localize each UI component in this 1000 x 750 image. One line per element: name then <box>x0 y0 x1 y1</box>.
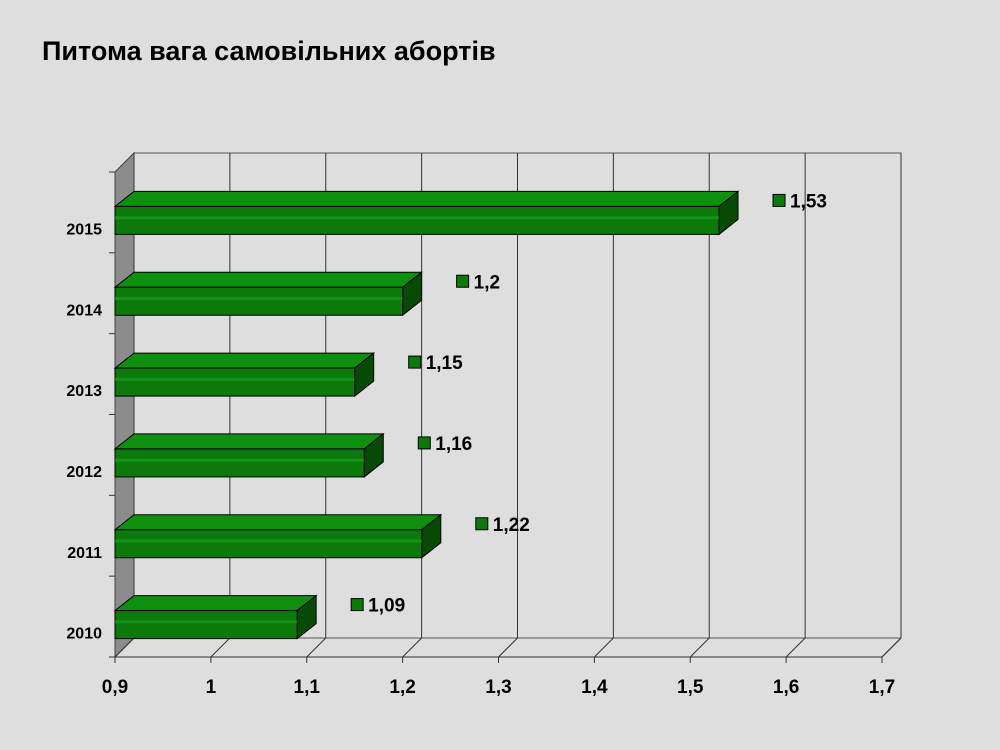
bar-highlight <box>115 377 355 381</box>
x-tick-label: 1 <box>206 677 217 698</box>
y-tick-label: 2011 <box>67 545 102 562</box>
floor-gridline <box>114 637 135 658</box>
data-label-key <box>475 517 489 531</box>
y-tick-label: 2013 <box>66 383 102 400</box>
bar-top-face <box>113 271 424 288</box>
data-label-key <box>772 193 786 207</box>
y-tick-label: 2014 <box>66 302 102 319</box>
data-label-key <box>456 274 470 288</box>
y-tick-label: 2012 <box>66 464 102 481</box>
x-tick-label: 1,4 <box>581 677 608 698</box>
bar-top-face <box>113 514 443 531</box>
x-tick-label: 0,9 <box>102 677 128 698</box>
bar <box>113 271 424 317</box>
y-tick-label: 2010 <box>66 626 102 643</box>
y-axis-labels: 2010 2011 2012 2013 2014 2015 <box>66 221 102 642</box>
bar-top-face <box>113 352 376 369</box>
bar <box>113 190 740 236</box>
bar-highlight <box>115 297 403 301</box>
data-label: 1,09 <box>368 596 405 617</box>
data-label-key <box>350 598 364 612</box>
bar-front-face <box>114 610 298 640</box>
bar-highlight <box>115 216 720 220</box>
bar-top-face <box>113 190 740 207</box>
chart-title: Питома вага самовільних абортів <box>42 36 496 66</box>
bar-highlight <box>115 620 298 624</box>
bar-highlight <box>115 458 365 462</box>
x-tick-label: 1,2 <box>389 677 415 698</box>
bars <box>113 190 740 640</box>
x-tick-label: 1,5 <box>677 677 704 698</box>
data-label: 1,16 <box>435 434 472 455</box>
floor-gridline <box>594 637 614 658</box>
bar-front-face <box>114 529 423 559</box>
bar <box>113 432 385 478</box>
x-tick-label: 1,7 <box>869 677 895 698</box>
floor-gridline <box>785 637 806 658</box>
data-label-key <box>408 355 422 369</box>
bar-highlight <box>115 539 422 543</box>
data-label: 1,15 <box>426 353 463 374</box>
floor-gridline <box>689 637 710 658</box>
floor-gridline <box>402 637 422 658</box>
x-tick-label: 1,3 <box>485 677 511 698</box>
floor-gridline <box>498 637 518 658</box>
bar-front-face <box>114 286 404 316</box>
x-tick-label: 1,1 <box>294 677 321 698</box>
bar <box>113 513 443 559</box>
floor-gridline <box>306 637 327 658</box>
data-label-key <box>417 436 431 450</box>
floor-gridline <box>210 637 231 658</box>
data-label: 1,53 <box>790 191 827 212</box>
floor-gridline <box>881 637 902 658</box>
data-label: 1,2 <box>474 272 500 293</box>
bar <box>113 594 318 640</box>
bar-front-face <box>114 205 720 235</box>
bar <box>113 352 376 398</box>
x-axis-labels: 0,9 1 1,1 1,2 1,3 1,4 1,5 1,6 1,7 <box>102 677 895 698</box>
bar-top-face <box>113 433 385 450</box>
bar-top-face <box>113 595 318 612</box>
bar-front-face <box>114 448 365 478</box>
y-tick-label: 2015 <box>66 221 102 238</box>
data-label: 1,22 <box>493 515 530 536</box>
x-tick-label: 1,6 <box>773 677 799 698</box>
data-labels: 1,09 1,22 1,16 1,15 1,2 1,53 <box>350 191 827 617</box>
bar-front-face <box>114 367 356 397</box>
